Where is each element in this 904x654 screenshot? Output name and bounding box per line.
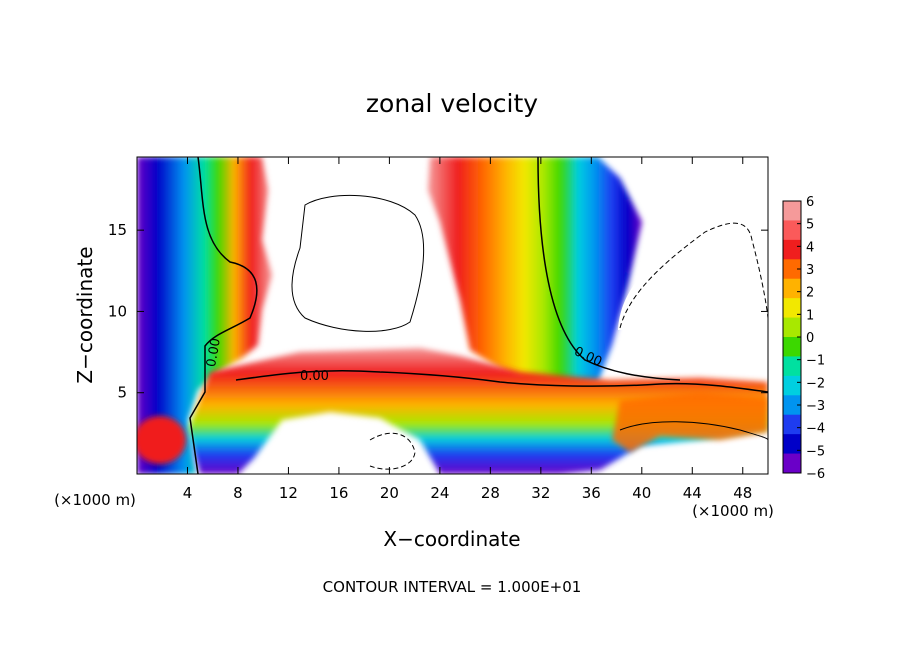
colorbar-swatch: [783, 201, 801, 221]
heatmap-white-pocket-right: [618, 230, 768, 330]
x-tick-label: 48: [733, 484, 752, 502]
contour-thin-upper: [291, 194, 425, 332]
x-tick-label: 40: [632, 484, 651, 502]
contour-dashed-lower: [369, 432, 416, 470]
heatmap-white-pocket-upper: [291, 192, 425, 331]
colorbar-swatch: [783, 337, 801, 357]
x-tick-label: 44: [683, 484, 702, 502]
y-tick-label: 5: [117, 384, 127, 402]
colorbar-tick-label: 6: [806, 195, 814, 210]
contour-thin-right: [619, 421, 768, 441]
heatmap-left-region: [137, 157, 272, 474]
footnote-contour-interval: CONTOUR INTERVAL = 1.000E+01: [323, 578, 582, 596]
contour-dashed-right: [619, 222, 768, 329]
colorbar-tick-label: −6: [806, 467, 825, 482]
colorbar-tick-label: −3: [806, 399, 825, 414]
x-tick-label: 28: [481, 484, 500, 502]
colorbar-swatch: [783, 434, 801, 455]
colorbar-swatch: [783, 453, 801, 474]
colorbar-tick-label: 1: [806, 308, 814, 323]
colorbar-swatch: [783, 375, 801, 396]
colorbar: 6 5 4 3 2 1 0 −1 −2 −3 −4 −5 −6: [782, 195, 825, 482]
contour-label-left: 0.00: [204, 337, 224, 368]
colorbar-swatch: [783, 239, 801, 260]
x-tick-label: 4: [183, 484, 193, 502]
x-tick-label: 12: [279, 484, 298, 502]
colorbar-tick-label: −1: [806, 354, 825, 369]
plot-frame: [136, 156, 769, 475]
colorbar-tick-label: 3: [806, 263, 814, 278]
colorbar-tick-label: 5: [806, 218, 814, 233]
colorbar-tick-label: 2: [806, 286, 814, 301]
colorbar-swatch: [783, 395, 801, 416]
colorbar-swatch: [783, 317, 801, 338]
colorbar-swatch: [783, 356, 801, 377]
colorbar-tick-label: −2: [806, 376, 825, 391]
contour-zero-band: [235, 369, 768, 393]
contour-zero-left: [189, 157, 258, 474]
y-axis-ticks: 5 10 15: [108, 221, 768, 402]
chart-title: zonal velocity: [366, 89, 538, 118]
x-tick-label: 24: [430, 484, 449, 502]
colorbar-swatch: [783, 259, 801, 280]
x-axis-label: X−coordinate: [383, 527, 520, 551]
y-tick-label: 10: [108, 302, 127, 320]
x-tick-label: 36: [582, 484, 601, 502]
x-axis-ticks: 4 8 12 16 20 24 28 32 36 40 44 48: [183, 157, 752, 502]
x-tick-label: 16: [329, 484, 348, 502]
x-tick-label: 8: [233, 484, 243, 502]
y-axis-label: Z−coordinate: [73, 246, 97, 383]
heatmap-white-pocket-lower: [296, 425, 367, 474]
heatmap-lowleft-blob: [137, 416, 186, 464]
colorbar-tick-label: −5: [806, 444, 825, 459]
colorbar-tick-label: −4: [806, 422, 825, 437]
x-scale-note: (×1000 m): [692, 502, 774, 520]
x-tick-label: 20: [380, 484, 399, 502]
colorbar-swatch: [783, 414, 801, 435]
contour-lines: [189, 157, 768, 474]
colorbar-tick-label: 0: [806, 331, 814, 346]
colorbar-tick-label: 4: [806, 240, 814, 255]
y-tick-label: 15: [108, 221, 127, 239]
y-scale-note: (×1000 m): [54, 491, 136, 509]
colorbar-swatch: [783, 278, 801, 299]
heatmap-field: [137, 157, 768, 474]
colorbar-swatch: [783, 220, 801, 241]
x-tick-label: 32: [531, 484, 550, 502]
colorbar-swatch: [783, 298, 801, 319]
contour-zero-plume: [537, 157, 681, 381]
contour-label-band: 0.00: [300, 369, 329, 384]
heatmap-plume-region: [428, 157, 642, 390]
